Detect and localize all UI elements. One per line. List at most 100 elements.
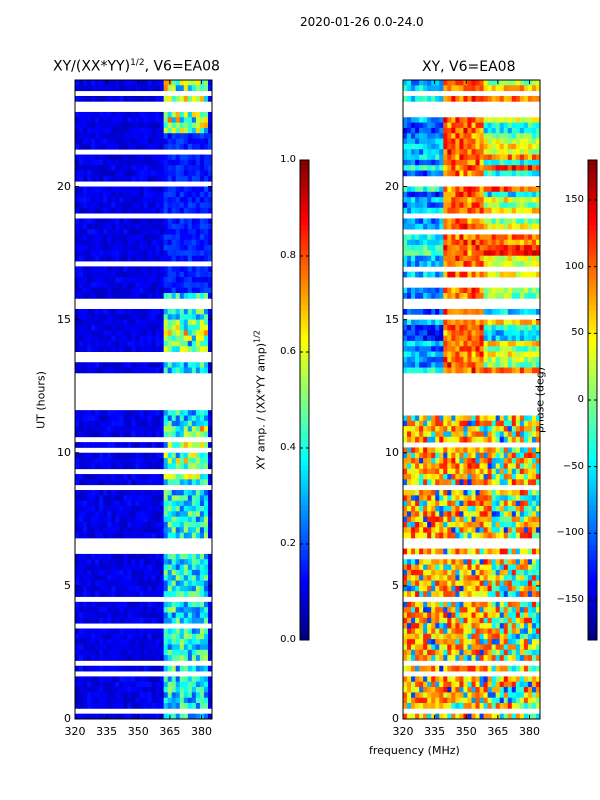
- heatmap-cell: [415, 420, 420, 427]
- heatmap-cell: [175, 80, 181, 86]
- heatmap-cell: [527, 431, 533, 438]
- heatmap-cell: [143, 559, 148, 565]
- heatmap-cell: [123, 431, 128, 438]
- heatmap-cell: [147, 229, 152, 235]
- heatmap-cell: [443, 308, 448, 315]
- heatmap-cell: [439, 245, 444, 251]
- heatmap-cell: [87, 681, 92, 688]
- heatmap-cell: [191, 175, 197, 182]
- heatmap-cell: [207, 713, 213, 720]
- heatmap-cell: [175, 511, 181, 518]
- heatmap-cell: [167, 633, 173, 640]
- heatmap-cell: [103, 308, 108, 315]
- heatmap-cell: [415, 500, 420, 507]
- heatmap-cell: [159, 681, 165, 688]
- heatmap-cell: [471, 245, 476, 251]
- heatmap-cell: [83, 633, 88, 640]
- heatmap-cell: [167, 207, 173, 214]
- heatmap-cell: [451, 335, 456, 342]
- heatmap-cell: [119, 479, 124, 486]
- heatmap-cell: [415, 218, 420, 225]
- heatmap-cell: [79, 159, 84, 166]
- heatmap-cell: [171, 287, 177, 294]
- heatmap-cell: [143, 282, 148, 289]
- heatmap-cell: [435, 133, 440, 139]
- heatmap-cell: [419, 367, 424, 374]
- heatmap-cell: [167, 186, 173, 193]
- heatmap-cell: [159, 133, 165, 139]
- heatmap-cell: [187, 442, 193, 448]
- heatmap-cell: [531, 223, 537, 230]
- heatmap-cell: [135, 340, 140, 347]
- heatmap-cell: [475, 223, 480, 230]
- heatmap-cell: [167, 564, 173, 571]
- heatmap-cell: [159, 553, 165, 560]
- heatmap-cell: [527, 223, 533, 230]
- heatmap-cell: [495, 154, 501, 161]
- heatmap-cell: [79, 186, 84, 193]
- heatmap-cell: [123, 564, 128, 571]
- heatmap-cell: [499, 324, 505, 331]
- heatmap-cell: [207, 218, 213, 225]
- heatmap-cell: [123, 80, 128, 86]
- heatmap-cell: [103, 495, 108, 502]
- heatmap-cell: [99, 330, 104, 336]
- heatmap-cell: [515, 351, 521, 358]
- heatmap-cell: [83, 639, 88, 645]
- heatmap-cell: [479, 346, 484, 352]
- heatmap-cell: [459, 271, 464, 278]
- heatmap-cell: [203, 633, 209, 640]
- heatmap-cell: [107, 143, 112, 150]
- heatmap-cell: [115, 601, 120, 608]
- heatmap-cell: [531, 431, 537, 438]
- heatmap-cell: [115, 713, 120, 720]
- heatmap-cell: [503, 474, 509, 480]
- heatmap-cell: [475, 159, 480, 166]
- heatmap-cell: [403, 250, 408, 257]
- heatmap-cell: [479, 271, 484, 278]
- heatmap-cell: [139, 442, 144, 448]
- heatmap-cell: [83, 335, 88, 342]
- heatmap-cell: [175, 330, 181, 336]
- heatmap-cell: [471, 149, 476, 155]
- heatmap-cell: [95, 442, 100, 448]
- heatmap-cell: [179, 532, 185, 539]
- heatmap-cell: [135, 271, 140, 278]
- heatmap-cell: [139, 516, 144, 523]
- heatmap-cell: [459, 261, 464, 267]
- heatmap-cell: [119, 495, 124, 502]
- heatmap-cell: [155, 697, 161, 704]
- heatmap-cell: [439, 436, 444, 443]
- heatmap-cell: [87, 442, 92, 448]
- heatmap-cell: [207, 559, 213, 565]
- heatmap-cell: [411, 85, 416, 92]
- heatmap-cell: [143, 713, 148, 720]
- heatmap-cell: [115, 628, 120, 635]
- heatmap-cell: [495, 293, 501, 299]
- heatmap-cell: [171, 420, 177, 427]
- heatmap-cell: [203, 601, 209, 608]
- heatmap-cell: [459, 346, 464, 352]
- heatmap-cell: [95, 564, 100, 571]
- heatmap-cell: [79, 575, 84, 581]
- heatmap-cell: [135, 474, 140, 480]
- heatmap-cell: [403, 351, 408, 358]
- heatmap-cell: [155, 154, 161, 161]
- heatmap-cell: [507, 458, 513, 464]
- heatmap-cell: [199, 324, 205, 331]
- heatmap-cell: [503, 362, 509, 368]
- heatmap-cell: [139, 362, 144, 368]
- heatmap-cell: [167, 676, 173, 683]
- heatmap-cell: [75, 186, 80, 193]
- heatmap-cell: [459, 426, 464, 432]
- heatmap-cell: [491, 80, 497, 86]
- heatmap-cell: [451, 452, 456, 459]
- heatmap-cell: [419, 239, 424, 246]
- heatmap-cell: [511, 330, 517, 336]
- heatmap-cell: [163, 644, 169, 651]
- heatmap-cell: [171, 271, 177, 278]
- heatmap-cell: [167, 170, 173, 177]
- heatmap-cell: [179, 490, 185, 496]
- heatmap-cell: [203, 138, 209, 145]
- heatmap-cell: [531, 117, 537, 124]
